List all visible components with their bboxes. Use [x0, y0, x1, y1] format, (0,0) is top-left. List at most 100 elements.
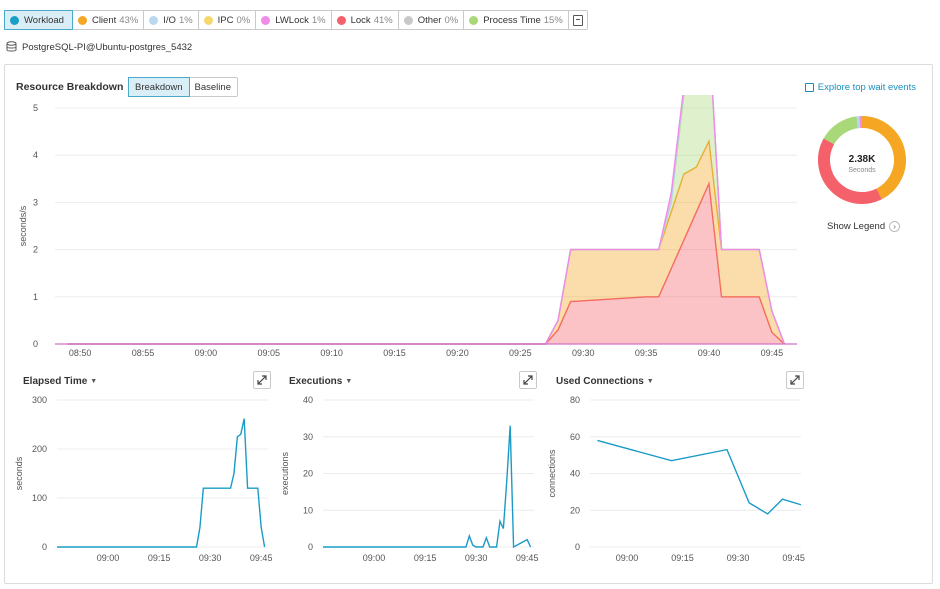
y-tick-label: 80	[570, 395, 580, 405]
executions-chart: 0 10 20 30 40 executions 09:00 09:15 09:30 09:45	[280, 395, 539, 563]
x-tick-label: 09:30	[199, 553, 222, 563]
external-link-icon	[804, 83, 814, 92]
donut-unit-label: Seconds	[848, 167, 876, 174]
y-tick-label: 1	[33, 292, 38, 302]
x-tick-label: 09:15	[148, 553, 171, 563]
x-tick-label: 09:00	[97, 553, 120, 563]
area-client	[67, 141, 785, 344]
expand-icon	[257, 375, 267, 385]
y-tick-label: 0	[33, 339, 38, 349]
x-tick-label: 09:35	[635, 348, 658, 358]
y-axis-label: connections	[547, 449, 557, 498]
expand-icon	[790, 375, 800, 385]
x-tick-label: 09:45	[250, 553, 273, 563]
used-connections-title[interactable]: Used Connections ▼	[556, 376, 654, 387]
resource-donut-chart: 2.38K Seconds	[818, 116, 906, 204]
expand-executions-button[interactable]	[519, 371, 537, 389]
elapsed-time-title[interactable]: Elapsed Time ▼	[23, 376, 98, 387]
x-tick-label: 08:50	[69, 348, 92, 358]
breakdown-toggle-button[interactable]: Breakdown	[128, 77, 190, 97]
y-tick-label: 40	[303, 395, 313, 405]
series-line	[597, 439, 802, 515]
x-tick-label: 09:00	[195, 348, 218, 358]
legend-dot-icon	[149, 15, 159, 25]
x-tick-label: 09:45	[782, 553, 805, 563]
y-tick-label: 2	[33, 245, 38, 255]
x-tick-label: 09:15	[383, 348, 406, 358]
x-tick-label: 09:10	[320, 348, 343, 358]
filter-lock[interactable]: Lock 41%	[332, 11, 399, 29]
y-tick-label: 200	[32, 444, 47, 454]
filter-label: Other	[417, 14, 442, 26]
y-tick-label: 10	[303, 505, 313, 515]
view-toggle: Breakdown Baseline	[128, 77, 238, 97]
docs-button[interactable]	[569, 11, 587, 29]
x-tick-label: 09:15	[414, 553, 437, 563]
caret-down-icon: ▼	[90, 378, 98, 385]
filter-i-o[interactable]: I/O 1%	[144, 11, 199, 29]
x-tick-label: 09:30	[572, 348, 595, 358]
legend-dot-icon	[336, 15, 346, 25]
x-tick-label: 09:25	[509, 348, 532, 358]
y-tick-label: 0	[308, 542, 313, 552]
y-tick-label: 100	[32, 493, 47, 503]
filter-label: Client	[91, 14, 117, 26]
legend-dot-icon	[403, 15, 413, 25]
donut-total-value: 2.38K	[849, 154, 876, 165]
donut-slice-client	[861, 116, 906, 200]
filter-percent: 1%	[311, 14, 326, 26]
donut-slice-lock	[818, 138, 882, 204]
y-tick-label: 4	[33, 150, 38, 160]
resource-panel: Resource Breakdowni Breakdown Baseline E…	[4, 64, 933, 584]
y-tick-label: 5	[33, 103, 38, 113]
filter-percent: 1%	[178, 14, 193, 26]
filter-other[interactable]: Other 0%	[399, 11, 465, 29]
expand-elapsed-time-button[interactable]	[253, 371, 271, 389]
y-axis-label: seconds/s	[18, 205, 28, 246]
y-axis-label: seconds	[14, 456, 24, 490]
x-tick-label: 09:00	[616, 553, 639, 563]
x-tick-label: 09:30	[727, 553, 750, 563]
legend-dot-icon	[77, 15, 87, 25]
show-legend-label: Show Legend	[827, 221, 886, 232]
filter-percent: 43%	[119, 14, 139, 26]
executions-title[interactable]: Executions ▼	[289, 376, 353, 387]
used-connections-chart: 0 20 40 60 80 connections 09:00 09:15 09:30 09:45	[547, 395, 805, 563]
caret-down-icon: ▼	[345, 378, 353, 385]
x-tick-label: 09:00	[363, 553, 386, 563]
explore-top-wait-events-link[interactable]: Explore top wait events	[804, 82, 916, 93]
filter-label: LWLock	[275, 14, 309, 26]
y-tick-label: 60	[570, 432, 580, 442]
expand-used-connections-button[interactable]	[786, 371, 804, 389]
x-tick-label: 09:05	[258, 348, 281, 358]
explore-label: Explore top wait events	[817, 82, 916, 93]
filter-client[interactable]: Client 43%	[73, 11, 145, 29]
x-tick-label: 09:20	[446, 348, 469, 358]
y-tick-label: 20	[570, 505, 580, 515]
series-line-lock	[67, 180, 785, 345]
filter-process-time[interactable]: Process Time 15%	[464, 11, 569, 29]
wait-event-filter-bar: Workload Client 43% I/O 1% IPC 0% LWLock 1% Lock 4…	[4, 10, 588, 30]
filter-workload[interactable]: Workload	[4, 10, 73, 30]
x-tick-label: 09:45	[761, 348, 784, 358]
filter-label: Lock	[350, 14, 371, 26]
donut-slice-process-time	[823, 116, 859, 145]
y-tick-label: 30	[303, 432, 313, 442]
filter-lwlock[interactable]: LWLock 1%	[256, 11, 332, 29]
y-tick-label: 40	[570, 469, 580, 479]
book-icon	[572, 14, 583, 26]
filter-label: Process Time	[483, 14, 541, 26]
y-axis-label: executions	[280, 451, 290, 495]
y-tick-label: 3	[33, 197, 38, 207]
series-line	[57, 418, 266, 548]
legend-dot-icon	[10, 15, 19, 25]
x-tick-label: 09:45	[516, 553, 539, 563]
filter-ipc[interactable]: IPC 0%	[199, 11, 257, 29]
series-line-lwlock	[67, 95, 786, 345]
show-legend-button[interactable]: Show Legend ›	[827, 221, 901, 232]
y-tick-label: 0	[575, 542, 580, 552]
baseline-toggle-button[interactable]: Baseline	[194, 81, 231, 93]
filter-percent: 15%	[543, 14, 563, 26]
resource-breakdown-chart: 0 1 2 3 4 5 seconds/s 08:50 08:55 09:00 09:05 09:10…	[18, 95, 797, 358]
host-label: PostgreSQL-PI@Ubuntu-postgres_5432	[6, 41, 192, 53]
